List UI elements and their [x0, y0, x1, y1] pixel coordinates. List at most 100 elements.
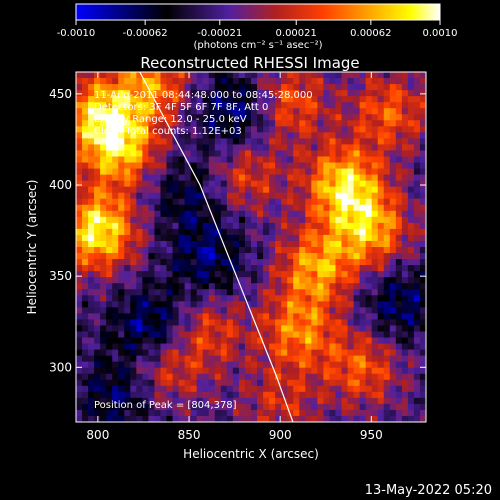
heatmap-cell: [275, 313, 282, 321]
heatmap-cell: [202, 162, 210, 170]
heatmap-cell: [371, 126, 379, 133]
heatmap-cell: [311, 325, 318, 333]
heatmap-cell: [293, 180, 300, 188]
heatmap-cell: [335, 222, 343, 230]
heatmap-cell: [226, 289, 234, 296]
heatmap-cell: [293, 150, 300, 158]
heatmap-cell: [154, 253, 162, 260]
heatmap-cell: [118, 289, 125, 296]
heatmap-cell: [82, 289, 89, 296]
heatmap-cell: [359, 192, 367, 200]
heatmap-cell: [88, 156, 95, 164]
heatmap-cell: [275, 415, 282, 422]
solar-limb-curve: [139, 72, 294, 422]
heatmap-cell: [112, 102, 119, 109]
heatmap-cell: [142, 162, 150, 170]
heatmap-cell: [76, 277, 83, 284]
heatmap-cell: [383, 78, 391, 85]
heatmap-cell: [160, 253, 168, 260]
heatmap-cell: [329, 337, 337, 345]
heatmap-cell: [76, 210, 83, 218]
heatmap-cell: [311, 72, 318, 79]
heatmap-cell: [154, 90, 162, 97]
heatmap-cell: [184, 349, 192, 357]
heatmap-cell: [82, 120, 89, 127]
heatmap-cell: [269, 150, 276, 158]
heatmap-cell: [371, 138, 379, 146]
heatmap-cell: [407, 78, 415, 85]
heatmap-cell: [124, 283, 131, 290]
heatmap-cell: [226, 156, 234, 164]
heatmap-cell: [257, 126, 264, 133]
heatmap-cell: [178, 337, 186, 345]
heatmap-cell: [142, 120, 150, 127]
heatmap-cell: [190, 301, 198, 308]
heatmap-cell: [100, 210, 107, 218]
heatmap-cell: [257, 247, 264, 254]
heatmap-cell: [160, 259, 168, 266]
heatmap-cell: [383, 162, 391, 170]
heatmap-cell: [160, 355, 168, 363]
heatmap-cell: [365, 343, 373, 351]
heatmap-cell: [341, 301, 349, 308]
heatmap-cell: [76, 168, 83, 176]
heatmap-cell: [172, 265, 180, 272]
heatmap-cell: [323, 108, 331, 115]
heatmap-cell: [94, 397, 101, 405]
heatmap-cell: [389, 198, 397, 206]
heatmap-cell: [323, 162, 331, 170]
heatmap-cell: [377, 240, 385, 248]
heatmap-cell: [124, 180, 131, 188]
heatmap-cell: [178, 259, 186, 266]
heatmap-cell: [190, 295, 198, 302]
heatmap-cell: [172, 373, 180, 381]
heatmap-cell: [257, 84, 264, 91]
heatmap-cell: [214, 204, 222, 212]
heatmap-cell: [341, 144, 349, 152]
heatmap-cell: [178, 289, 186, 296]
heatmap-cell: [88, 222, 95, 230]
heatmap-cell: [359, 373, 367, 381]
heatmap-cell: [263, 180, 270, 188]
heatmap-cell: [419, 156, 426, 164]
heatmap-cell: [371, 144, 379, 152]
heatmap-cell: [353, 349, 361, 357]
heatmap-cell: [124, 367, 131, 375]
heatmap-cell: [287, 78, 294, 85]
heatmap-cell: [275, 331, 282, 339]
heatmap-cell: [377, 72, 385, 79]
heatmap-cell: [214, 373, 222, 381]
heatmap-cell: [359, 301, 367, 308]
heatmap-cell: [269, 283, 276, 290]
heatmap-cell: [136, 84, 143, 91]
heatmap-cell: [142, 84, 150, 91]
heatmap-cell: [371, 265, 379, 272]
heatmap-cell: [353, 277, 361, 284]
heatmap-cell: [100, 132, 107, 139]
heatmap-cell: [311, 397, 318, 405]
heatmap-cell: [305, 204, 312, 212]
heatmap-cell: [196, 234, 204, 242]
heatmap-cell: [232, 192, 240, 200]
heatmap-cell: [190, 102, 198, 109]
heatmap-cell: [208, 355, 216, 363]
heatmap-cell: [190, 271, 198, 278]
heatmap-cell: [257, 373, 264, 381]
heatmap-cell: [196, 253, 204, 260]
heatmap-cell: [317, 289, 325, 296]
heatmap-cell: [287, 313, 294, 321]
heatmap-cell: [389, 84, 397, 91]
heatmap-cell: [311, 253, 318, 260]
heatmap-cell: [124, 228, 131, 236]
heatmap-cell: [377, 331, 385, 339]
heatmap-cell: [136, 391, 143, 399]
heatmap-cell: [251, 301, 258, 308]
heatmap-cell: [311, 174, 318, 182]
heatmap-cell: [257, 210, 264, 218]
heatmap-cell: [419, 228, 426, 236]
heatmap-cell: [178, 240, 186, 248]
heatmap-cell: [154, 210, 162, 218]
heatmap-cell: [323, 313, 331, 321]
heatmap-cell: [238, 96, 246, 103]
heatmap-cell: [220, 72, 228, 79]
